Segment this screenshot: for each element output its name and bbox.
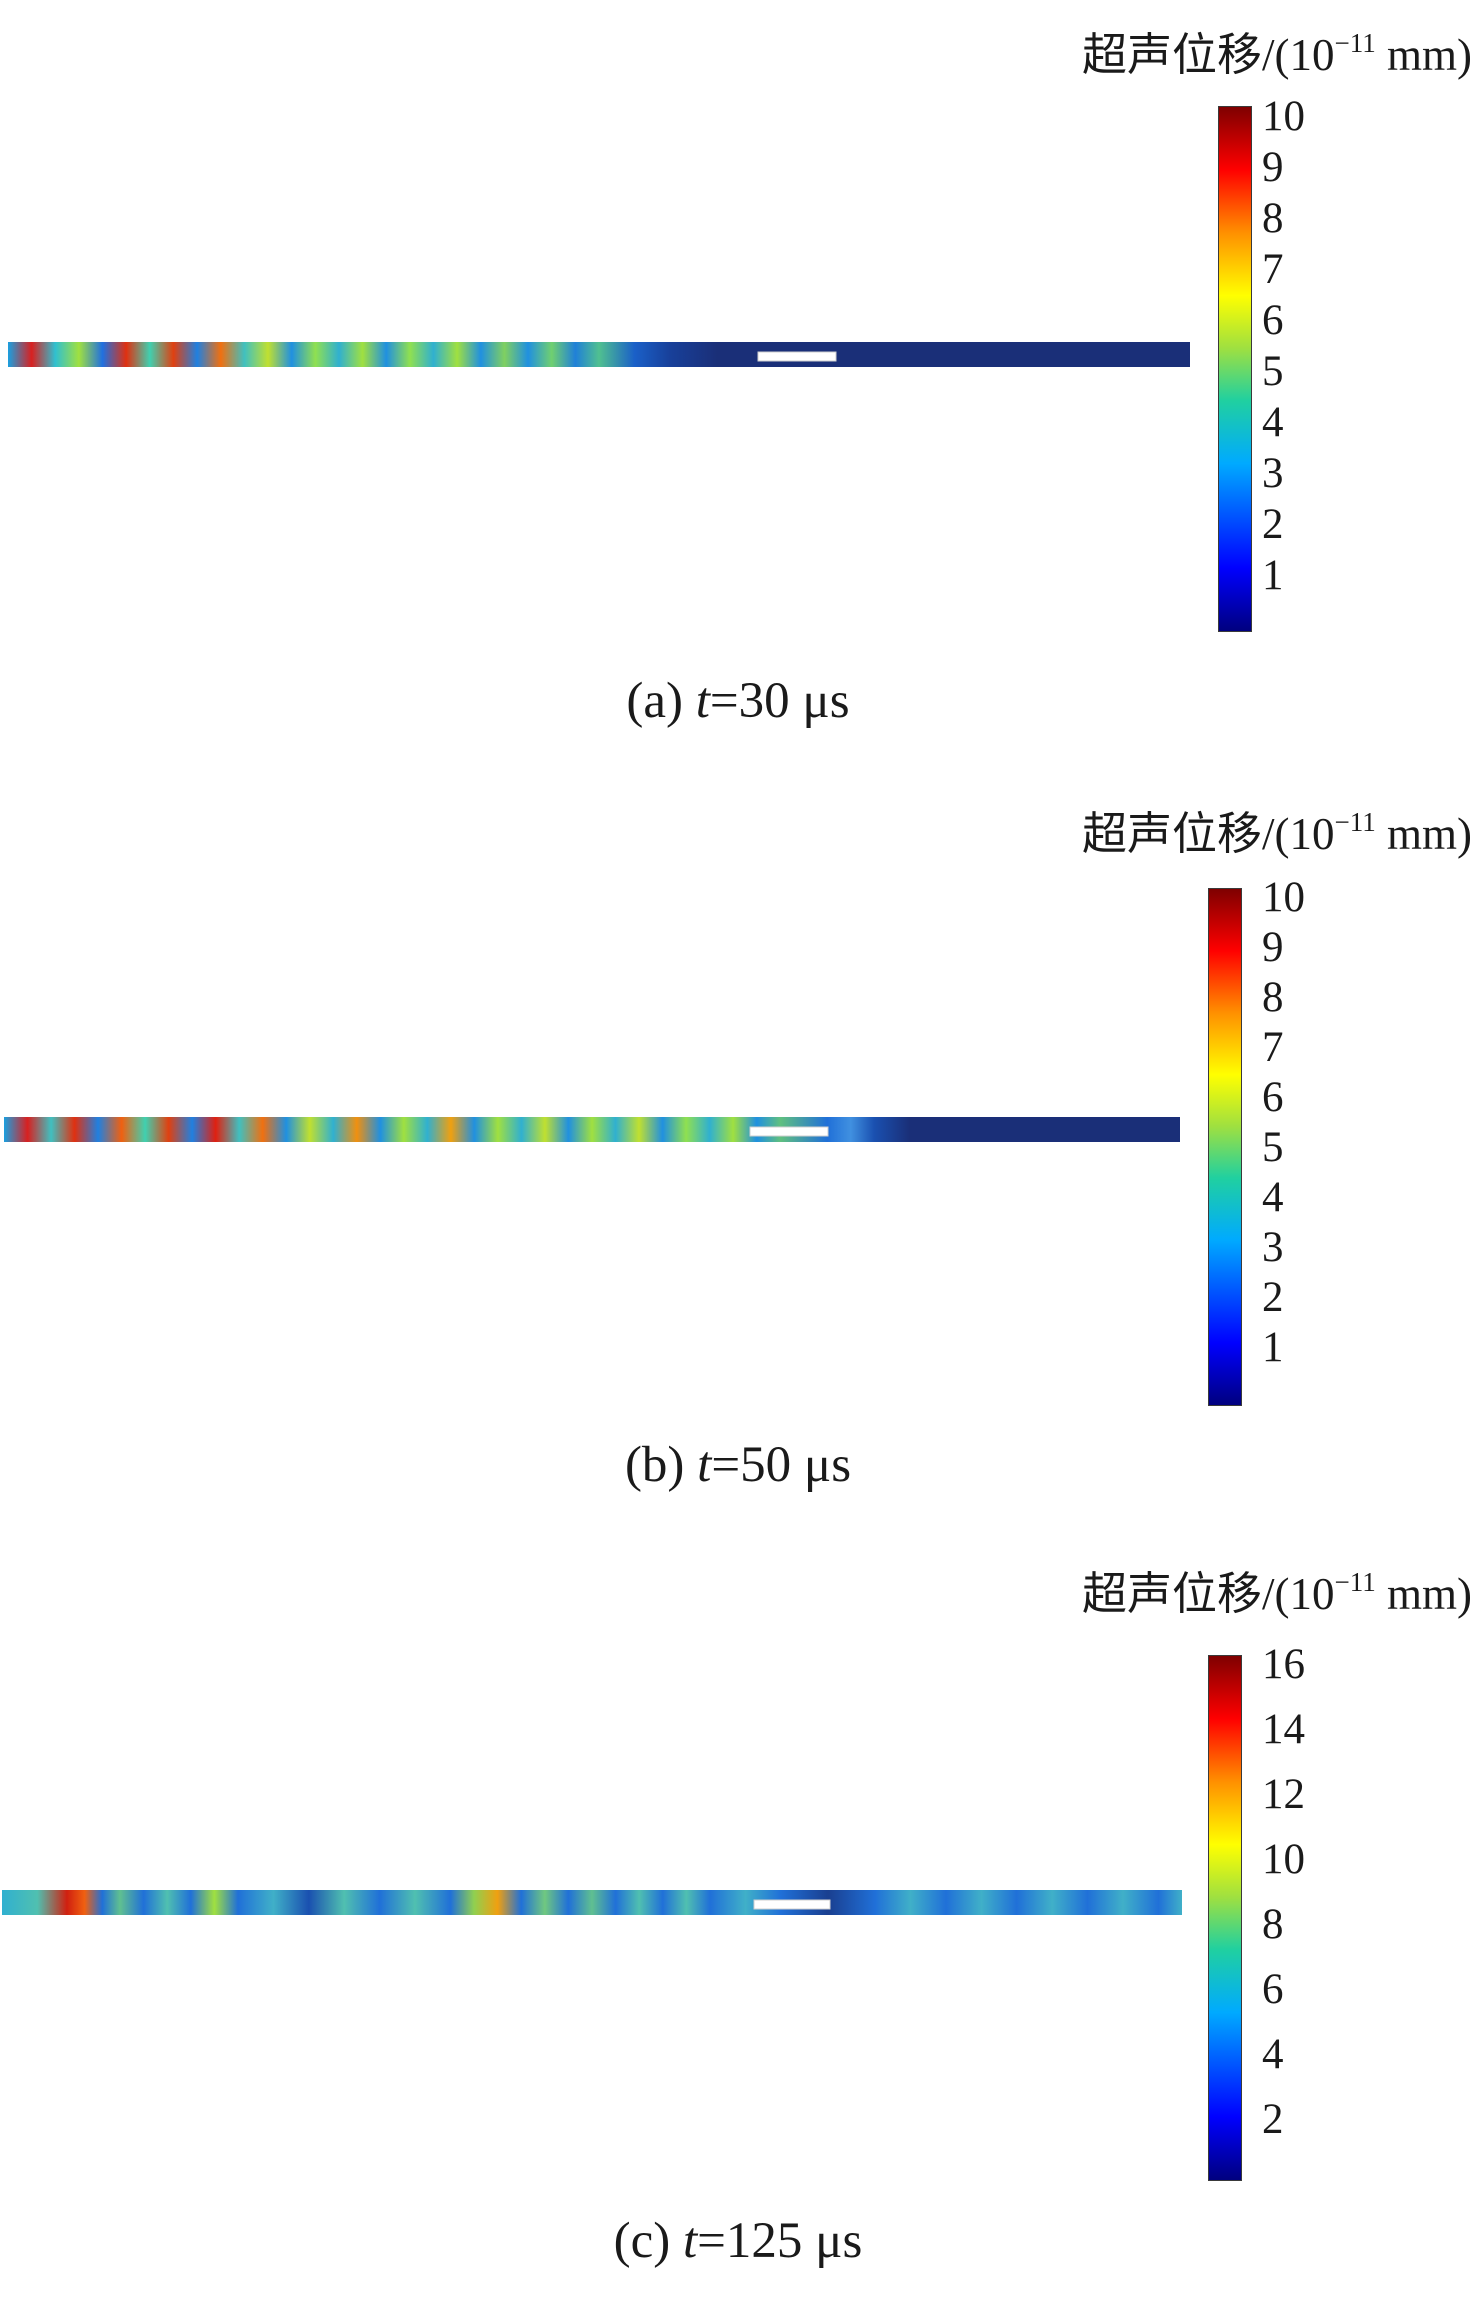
panel-caption: (c) t=125 μs <box>613 2213 863 2269</box>
colorbar-tick: 5 <box>1262 1124 1284 1171</box>
colorbar-tick: 6 <box>1262 1966 1284 2013</box>
colorbar-tick: 2 <box>1262 2096 1284 2143</box>
colorbar-tick: 6 <box>1262 297 1284 344</box>
colorbar <box>1218 106 1252 632</box>
colorbar-tick: 4 <box>1262 399 1284 446</box>
colorbar <box>1208 1655 1242 2181</box>
colorbar-tick: 9 <box>1262 924 1284 971</box>
plate-displacement-field <box>4 1117 1180 1142</box>
colorbar-tick: 1 <box>1262 552 1284 599</box>
colorbar-tick: 3 <box>1262 1224 1284 1271</box>
colorbar-tick: 2 <box>1262 1274 1284 1321</box>
colorbar-tick: 8 <box>1262 195 1284 242</box>
panel-caption: (b) t=50 μs <box>624 1437 852 1493</box>
colorbar-tick: 12 <box>1262 1771 1305 1818</box>
plate-displacement-field <box>8 342 1190 367</box>
colorbar-unit-label: 超声位移/(10−11 mm) <box>1082 1567 1472 1619</box>
colorbar-tick: 2 <box>1262 501 1284 548</box>
panel-caption: (a) t=30 μs <box>626 673 850 729</box>
colorbar <box>1208 888 1242 1406</box>
colorbar-tick: 8 <box>1262 974 1284 1021</box>
colorbar-tick: 7 <box>1262 1024 1284 1071</box>
plate-displacement-field <box>2 1890 1182 1915</box>
colorbar-tick: 14 <box>1262 1706 1305 1753</box>
colorbar-tick: 10 <box>1262 874 1305 921</box>
colorbar-tick: 16 <box>1262 1641 1305 1688</box>
colorbar-tick: 9 <box>1262 144 1284 191</box>
colorbar-tick: 10 <box>1262 93 1305 140</box>
colorbar-tick: 10 <box>1262 1836 1305 1883</box>
colorbar-tick: 1 <box>1262 1324 1284 1371</box>
colorbar-tick: 4 <box>1262 1174 1284 1221</box>
colorbar-unit-label: 超声位移/(10−11 mm) <box>1082 807 1472 859</box>
colorbar-tick: 4 <box>1262 2031 1284 2078</box>
colorbar-tick: 8 <box>1262 1901 1284 1948</box>
colorbar-tick: 5 <box>1262 348 1284 395</box>
colorbar-unit-label: 超声位移/(10−11 mm) <box>1082 28 1472 80</box>
colorbar-tick: 6 <box>1262 1074 1284 1121</box>
colorbar-tick: 7 <box>1262 246 1284 293</box>
colorbar-tick: 3 <box>1262 450 1284 497</box>
